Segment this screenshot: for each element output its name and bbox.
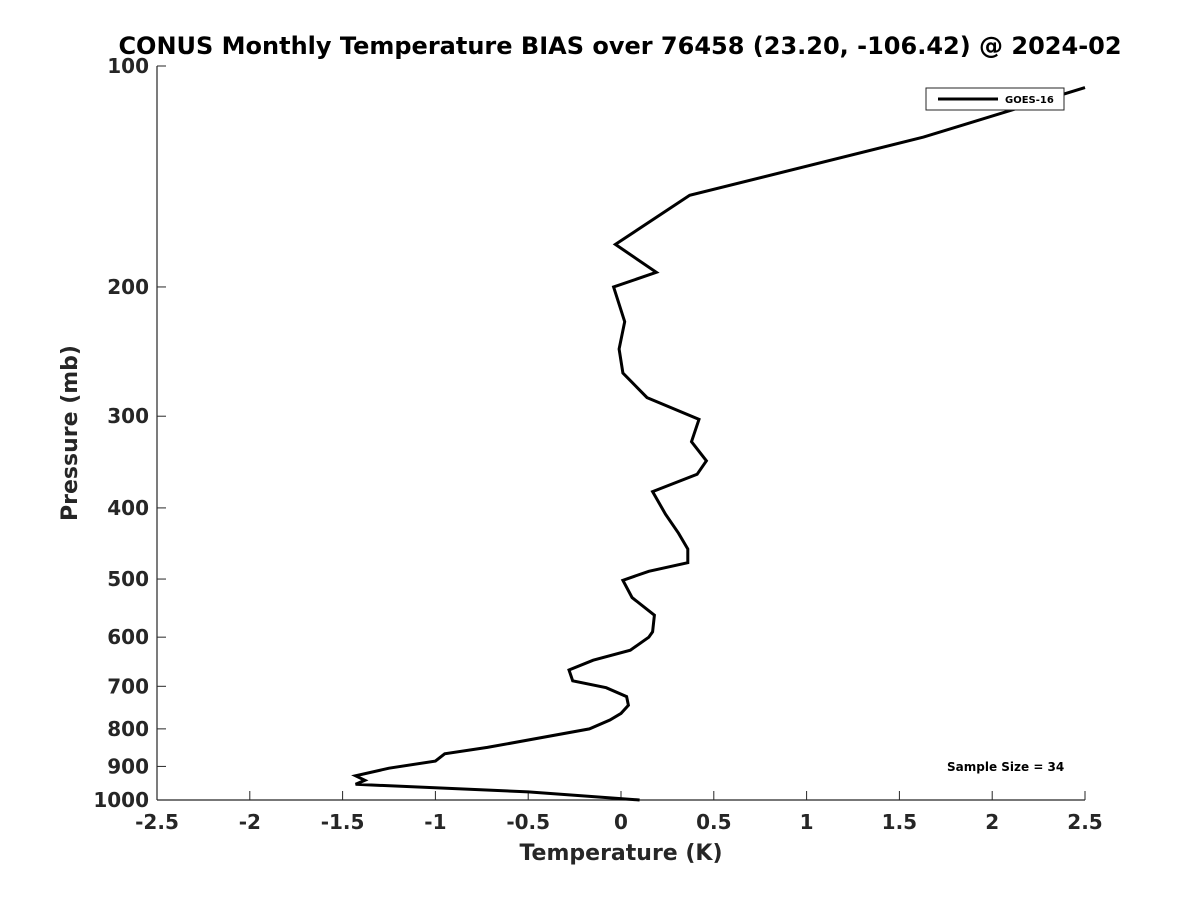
x-tick-label: 1.5 [882,810,917,834]
y-tick-label: 100 [107,54,149,78]
y-tick-label: 600 [107,625,149,649]
sample-size-annotation: Sample Size = 34 [947,760,1064,774]
y-ticks: 100 200 300 400 500 600 700 800 900 1000 [93,54,166,812]
legend: GOES-16 [925,87,1065,111]
series-line-goes-16 [351,86,1086,802]
series-layer [351,86,1086,802]
x-tick-label: 2.5 [1067,810,1102,834]
x-ticks: -2.5 -2 -1.5 -1 -0.5 0 0.5 1 1.5 2 2.5 [135,791,1103,834]
x-tick-label: 2 [985,810,999,834]
x-tick-label: -0.5 [506,810,550,834]
y-axis-label: Pressure (mb) [58,345,83,521]
y-tick-label: 700 [107,674,149,698]
axes: -2.5 -2 -1.5 -1 -0.5 0 0.5 1 1.5 2 2.5 100 200 300 40… [93,54,1102,834]
chart-title: CONUS Monthly Temperature BIAS over 7645… [118,32,1121,60]
y-tick-label: 200 [107,275,149,299]
x-tick-label: 0.5 [696,810,731,834]
y-tick-label: 300 [107,404,149,428]
y-tick-label: 800 [107,717,149,741]
x-tick-label: -1.5 [321,810,365,834]
x-tick-label: -2.5 [135,810,179,834]
y-tick-label: 400 [107,496,149,520]
x-tick-label: 0 [614,810,628,834]
y-tick-label: 500 [107,567,149,591]
x-tick-label: -2 [239,810,261,834]
y-tick-label: 900 [107,754,149,778]
x-tick-label: -1 [424,810,446,834]
legend-label: GOES-16 [1005,95,1054,106]
y-tick-label: 1000 [93,788,149,812]
x-tick-label: 1 [800,810,814,834]
x-axis-label: Temperature (K) [519,841,722,866]
